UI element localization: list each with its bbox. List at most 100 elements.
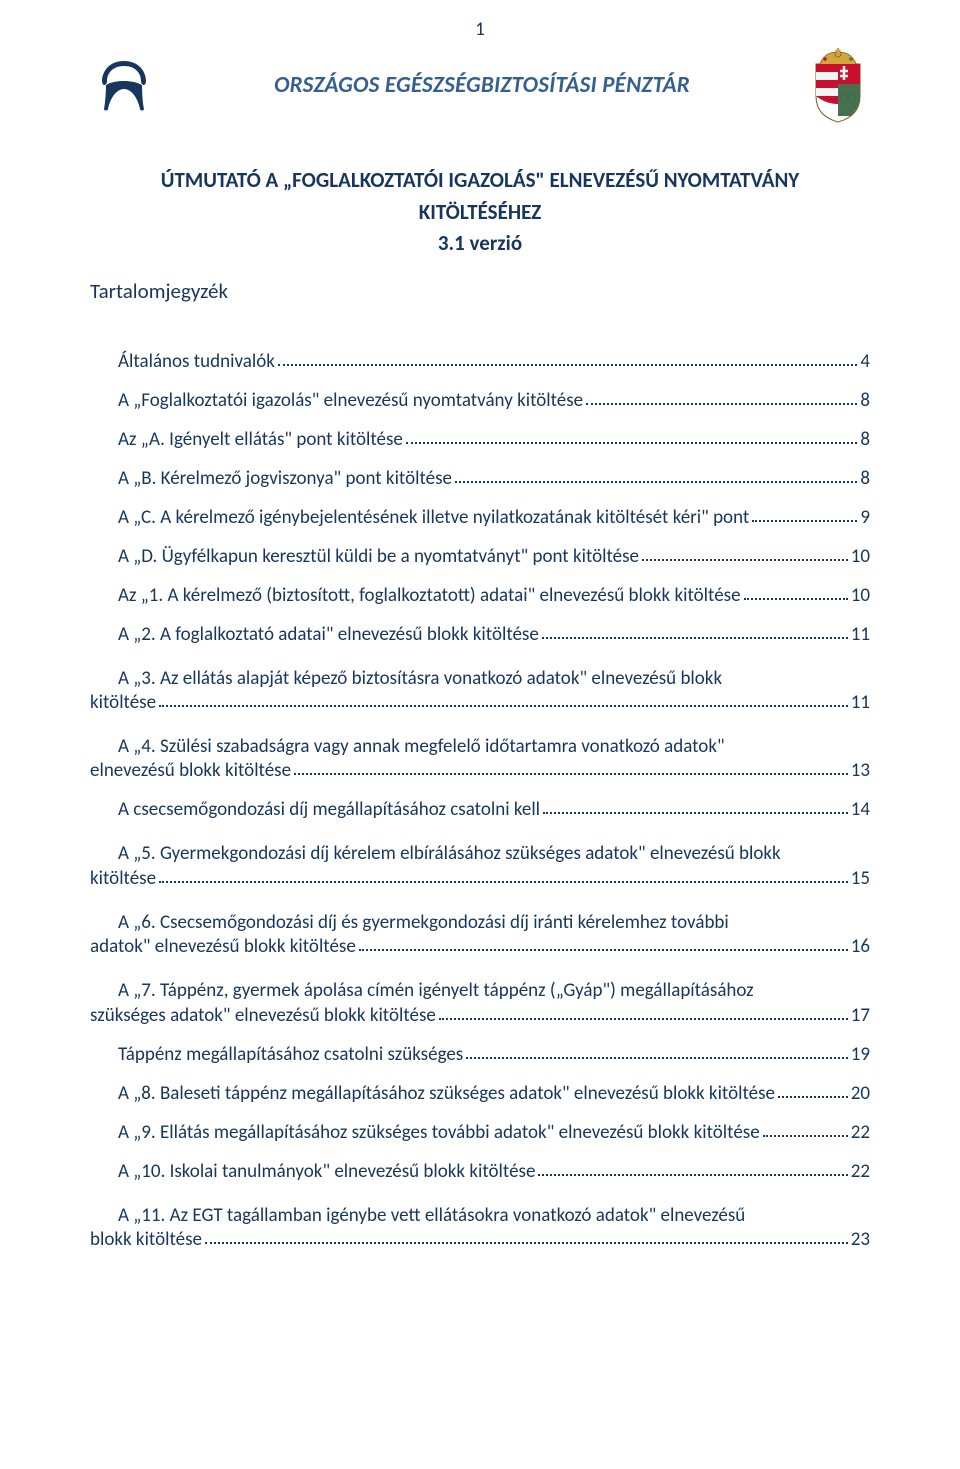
toc-entry[interactable]: A „8. Baleseti táppénz megállapításához …	[90, 1084, 870, 1103]
toc-leader	[642, 559, 848, 561]
header-row: ORSZÁGOS EGÉSZSÉGBIZTOSÍTÁSI PÉNZTÁR	[90, 45, 870, 125]
toc-entry-text: kitöltése	[90, 693, 156, 712]
toc-entry[interactable]: A „2. A foglalkoztató adatai" elnevezésű…	[90, 625, 870, 644]
toc-entry[interactable]: A „3. Az ellátás alapját képező biztosít…	[90, 664, 870, 712]
toc-entry-text: A „11. Az EGT tagállamban igénybe vett e…	[90, 1201, 870, 1230]
toc-leader	[359, 949, 848, 951]
toc-entry[interactable]: A „9. Ellátás megállapításához szükséges…	[90, 1123, 870, 1142]
toc-entry-text: Általános tudnivalók	[118, 352, 275, 371]
toc-leader	[752, 520, 857, 522]
toc-entry-page: 8	[860, 391, 870, 410]
toc-entry[interactable]: Általános tudnivalók 4	[90, 352, 870, 371]
toc-leader	[159, 705, 848, 707]
toc-entry-row: Általános tudnivalók 4	[90, 352, 870, 371]
toc-entry-text: Táppénz megállapításához csatolni szüksé…	[118, 1045, 463, 1064]
toc-entry-text: A „C. A kérelmező igénybejelentésének il…	[118, 508, 749, 527]
toc-entry-page: 20	[851, 1084, 870, 1103]
toc-entry-text: adatok" elnevezésű blokk kitöltése	[90, 937, 356, 956]
hungary-crest-icon	[806, 45, 870, 125]
toc-entry[interactable]: A „4. Szülési szabadságra vagy annak meg…	[90, 732, 870, 780]
toc-entry-row: Táppénz megállapításához csatolni szüksé…	[90, 1045, 870, 1064]
toc-entry-text: A „D. Ügyfélkapun keresztül küldi be a n…	[118, 547, 639, 566]
toc-entry-row: A „2. A foglalkoztató adatai" elnevezésű…	[90, 625, 870, 644]
document-title: ÚTMUTATÓ A „FOGLALKOZTATÓI IGAZOLÁS" ELN…	[90, 165, 870, 260]
toc-entry-row: A „9. Ellátás megállapításához szükséges…	[90, 1123, 870, 1142]
toc-entry-row: kitöltése 15	[90, 869, 870, 888]
toc-leader	[278, 364, 857, 366]
toc-entry-row: szükséges adatok" elnevezésű blokk kitöl…	[90, 1006, 870, 1025]
toc-entry[interactable]: A „11. Az EGT tagállamban igénybe vett e…	[90, 1201, 870, 1249]
toc-entry-page: 14	[851, 800, 870, 819]
toc-entry[interactable]: Az „1. A kérelmező (biztosított, foglalk…	[90, 586, 870, 605]
toc-entry-text: A csecsemőgondozási díj megállapításához…	[118, 800, 540, 819]
toc-entry-page: 13	[851, 761, 870, 780]
toc-leader	[294, 773, 848, 775]
doc-version: 3.1 verzió	[90, 228, 870, 260]
toc-entry-row: A „Foglalkoztatói igazolás" elnevezésű n…	[90, 391, 870, 410]
toc-entry-page: 22	[851, 1123, 870, 1142]
page-number: 1	[90, 18, 870, 41]
toc-entry-page: 8	[860, 430, 870, 449]
toc-leader	[159, 881, 848, 883]
toc-leader	[538, 1174, 847, 1176]
toc-entry-row: A „D. Ügyfélkapun keresztül küldi be a n…	[90, 547, 870, 566]
toc-entry[interactable]: A „Foglalkoztatói igazolás" elnevezésű n…	[90, 391, 870, 410]
toc-entry-text: Az „1. A kérelmező (biztosított, foglalk…	[118, 586, 741, 605]
toc-entry-page: 9	[860, 508, 870, 527]
toc-entry-page: 11	[851, 625, 870, 644]
toc-entry-row: elnevezésű blokk kitöltése 13	[90, 761, 870, 780]
toc-entry-text: A „4. Szülési szabadságra vagy annak meg…	[90, 732, 870, 761]
toc-entry[interactable]: Táppénz megállapításához csatolni szüksé…	[90, 1045, 870, 1064]
toc-entry[interactable]: A csecsemőgondozási díj megállapításához…	[90, 800, 870, 819]
toc-leader	[586, 403, 857, 405]
toc-entry[interactable]: A „6. Csecsemőgondozási díj és gyermekgo…	[90, 908, 870, 956]
toc-entry-text: A „6. Csecsemőgondozási díj és gyermekgo…	[90, 908, 870, 937]
toc-entry-row: blokk kitöltése23	[90, 1230, 870, 1249]
toc-entry[interactable]: A „B. Kérelmező jogviszonya" pont kitölt…	[90, 469, 870, 488]
page: 1 ORSZÁGOS EGÉSZSÉGBIZTOSÍTÁSI PÉNZTÁR	[0, 0, 960, 1469]
toc-entry-text: A „8. Baleseti táppénz megállapításához …	[118, 1084, 775, 1103]
toc-leader	[455, 481, 857, 483]
toc-leader	[205, 1242, 848, 1244]
oep-logo-icon	[90, 51, 158, 119]
toc-leader	[439, 1018, 848, 1020]
toc-entry-page: 8	[860, 469, 870, 488]
toc-entry[interactable]: A „5. Gyermekgondozási díj kérelem elbír…	[90, 839, 870, 887]
toc-entry-row: A „C. A kérelmező igénybejelentésének il…	[90, 508, 870, 527]
toc-entry-page: 23	[851, 1230, 870, 1249]
toc-leader	[744, 598, 848, 600]
toc-entry-row: A „10. Iskolai tanulmányok" elnevezésű b…	[90, 1162, 870, 1181]
toc-leader	[542, 637, 848, 639]
doc-title-line2: KITÖLTÉSÉHEZ	[90, 197, 870, 229]
toc-entry-row: Az „1. A kérelmező (biztosított, foglalk…	[90, 586, 870, 605]
toc-entry-text: A „5. Gyermekgondozási díj kérelem elbír…	[90, 839, 870, 868]
toc-entry-text: elnevezésű blokk kitöltése	[90, 761, 291, 780]
toc-leader	[763, 1135, 848, 1137]
toc-entry[interactable]: Az „A. Igényelt ellátás" pont kitöltése 8	[90, 430, 870, 449]
table-of-contents: Általános tudnivalók 4 A „Foglalkoztatói i…	[90, 352, 870, 1250]
toc-entry-page: 4	[860, 352, 870, 371]
toc-entry[interactable]: A „10. Iskolai tanulmányok" elnevezésű b…	[90, 1162, 870, 1181]
toc-entry-page: 11	[851, 693, 870, 712]
toc-entry-row: adatok" elnevezésű blokk kitöltése 16	[90, 937, 870, 956]
toc-entry-text: A „2. A foglalkoztató adatai" elnevezésű…	[118, 625, 539, 644]
toc-entry[interactable]: A „C. A kérelmező igénybejelentésének il…	[90, 508, 870, 527]
toc-entry-text: Az „A. Igényelt ellátás" pont kitöltése	[118, 430, 403, 449]
toc-entry-row: A „B. Kérelmező jogviszonya" pont kitölt…	[90, 469, 870, 488]
toc-entry-page: 15	[851, 869, 870, 888]
toc-entry-page: 22	[851, 1162, 870, 1181]
toc-leader	[778, 1096, 848, 1098]
toc-entry-page: 16	[851, 937, 870, 956]
toc-entry[interactable]: A „7. Táppénz, gyermek ápolása címén igé…	[90, 976, 870, 1024]
toc-entry-text: A „Foglalkoztatói igazolás" elnevezésű n…	[118, 391, 583, 410]
toc-leader	[543, 812, 848, 814]
toc-entry-text: A „3. Az ellátás alapját képező biztosít…	[90, 664, 870, 693]
toc-entry-row: kitöltése 11	[90, 693, 870, 712]
toc-entry[interactable]: A „D. Ügyfélkapun keresztül küldi be a n…	[90, 547, 870, 566]
toc-entry-page: 19	[851, 1045, 870, 1064]
toc-entry-text: A „10. Iskolai tanulmányok" elnevezésű b…	[118, 1162, 535, 1181]
toc-entry-row: Az „A. Igényelt ellátás" pont kitöltése 8	[90, 430, 870, 449]
toc-entry-text: szükséges adatok" elnevezésű blokk kitöl…	[90, 1006, 436, 1025]
toc-leader	[466, 1057, 847, 1059]
toc-entry-text: kitöltése	[90, 869, 156, 888]
